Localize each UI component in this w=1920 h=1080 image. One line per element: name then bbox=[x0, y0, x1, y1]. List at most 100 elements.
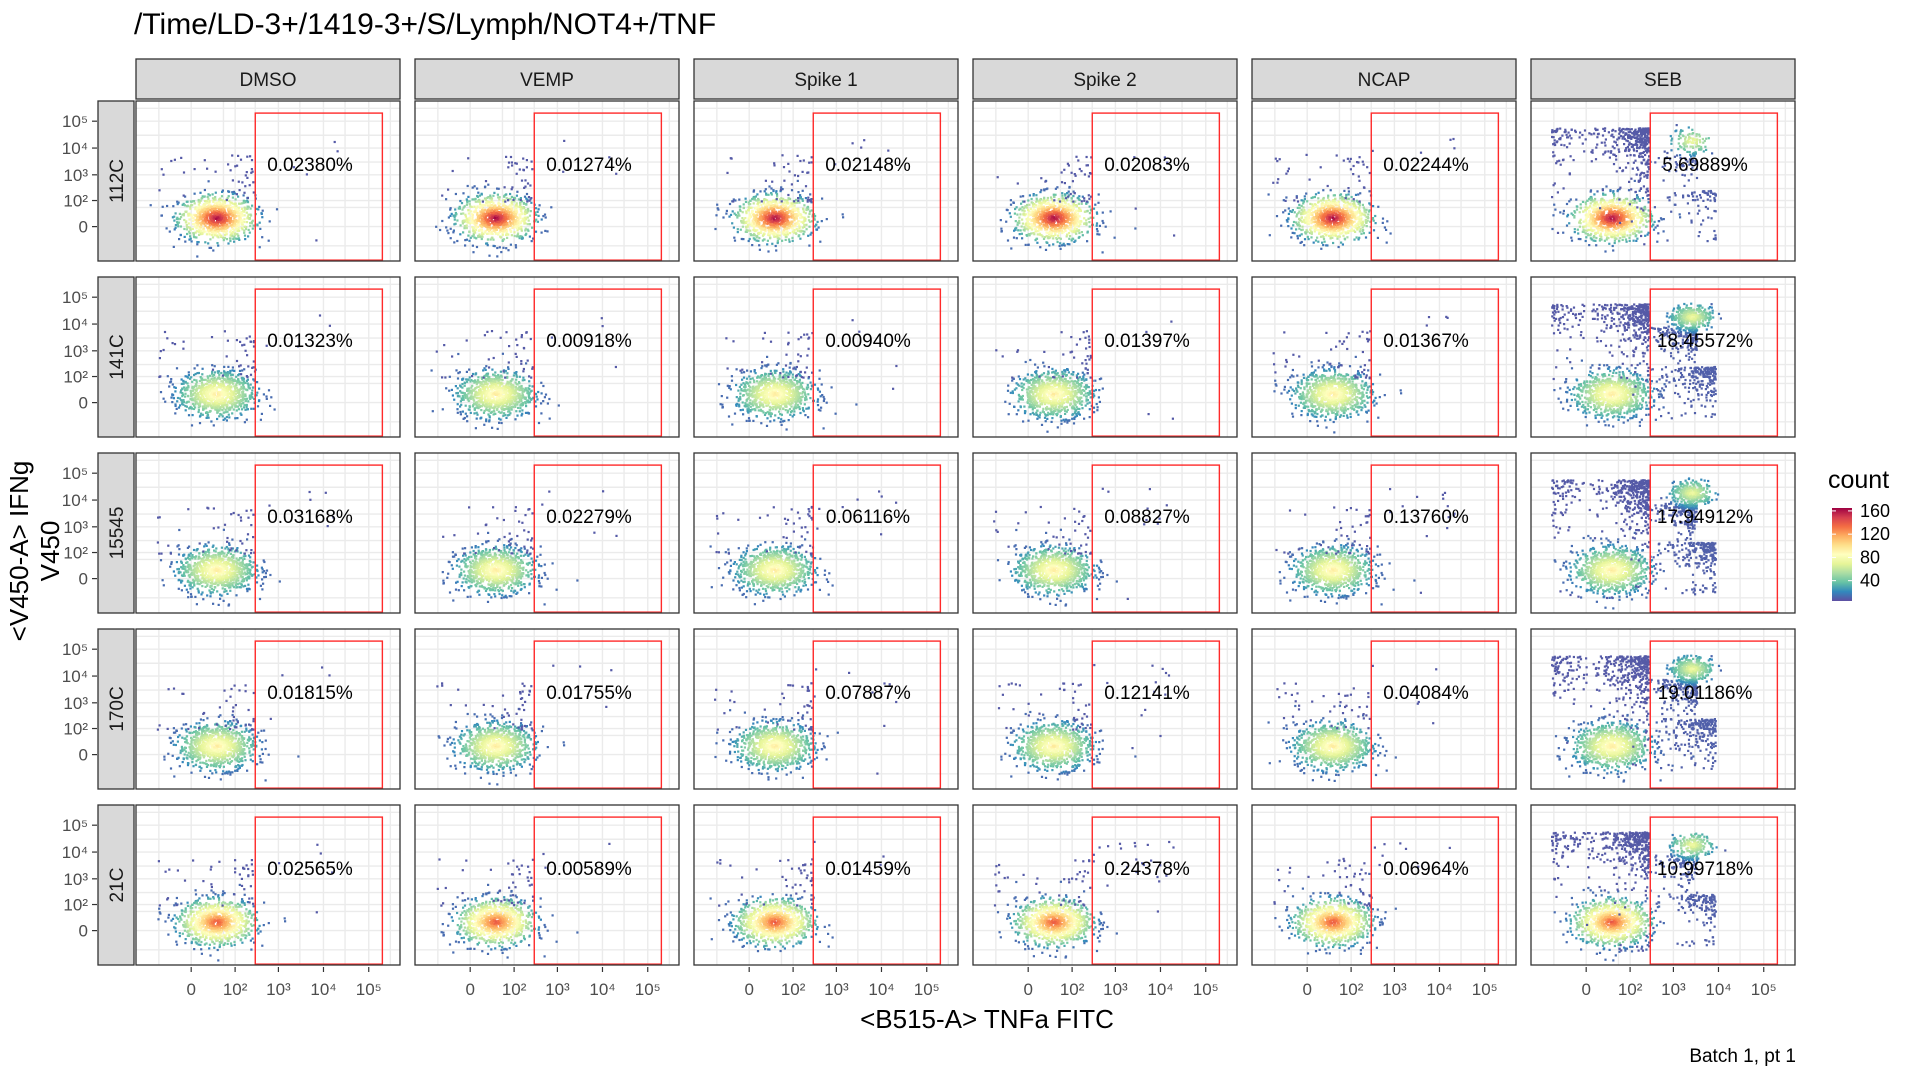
event-point bbox=[467, 196, 469, 198]
event-point bbox=[763, 218, 765, 220]
event-point bbox=[1017, 222, 1019, 224]
event-point bbox=[226, 199, 228, 201]
event-point bbox=[189, 235, 191, 237]
event-point bbox=[816, 229, 818, 231]
event-point bbox=[1040, 227, 1042, 229]
event-point bbox=[1046, 228, 1048, 230]
event-point bbox=[779, 234, 781, 236]
event-point bbox=[507, 199, 509, 201]
event-point bbox=[1094, 204, 1096, 206]
event-point bbox=[1048, 221, 1050, 223]
event-point bbox=[499, 196, 501, 198]
event-point bbox=[752, 210, 754, 212]
event-point bbox=[513, 231, 515, 233]
event-point bbox=[207, 196, 209, 198]
event-point bbox=[497, 224, 499, 226]
event-point bbox=[1031, 198, 1033, 200]
event-point bbox=[520, 213, 522, 215]
event-point bbox=[511, 196, 513, 198]
event-point bbox=[174, 159, 176, 161]
event-point bbox=[1074, 240, 1076, 242]
event-point bbox=[487, 228, 489, 230]
event-point bbox=[241, 222, 243, 224]
event-point bbox=[441, 195, 443, 197]
event-point bbox=[764, 228, 766, 230]
event-point bbox=[481, 220, 483, 222]
event-point bbox=[757, 240, 759, 242]
event-point bbox=[217, 230, 219, 232]
event-point bbox=[196, 255, 198, 257]
event-point bbox=[765, 193, 767, 195]
event-point bbox=[763, 221, 765, 223]
event-point bbox=[795, 232, 797, 234]
event-point bbox=[1064, 193, 1066, 195]
event-point bbox=[462, 222, 464, 224]
event-point bbox=[797, 220, 799, 222]
event-point bbox=[246, 156, 248, 158]
event-point bbox=[788, 170, 790, 172]
event-point bbox=[229, 231, 231, 233]
event-point bbox=[515, 244, 517, 246]
event-point bbox=[775, 216, 777, 218]
event-point bbox=[487, 210, 489, 212]
event-point bbox=[1063, 243, 1065, 245]
row-strip-label: 141C bbox=[107, 334, 128, 379]
event-point bbox=[472, 230, 474, 232]
event-point bbox=[798, 234, 800, 236]
event-point bbox=[522, 207, 524, 209]
event-point bbox=[470, 221, 472, 223]
event-point bbox=[214, 196, 216, 198]
event-point bbox=[1368, 190, 1370, 192]
event-point bbox=[802, 222, 804, 224]
event-point bbox=[477, 205, 479, 207]
event-point bbox=[191, 240, 193, 242]
event-point bbox=[193, 234, 195, 236]
event-point bbox=[1051, 198, 1053, 200]
event-point bbox=[476, 195, 478, 197]
event-point bbox=[160, 215, 162, 217]
event-point bbox=[228, 191, 230, 193]
event-point bbox=[764, 190, 766, 192]
event-point bbox=[764, 212, 766, 214]
event-point bbox=[1078, 210, 1080, 212]
event-point bbox=[204, 218, 206, 220]
event-point bbox=[206, 168, 208, 170]
column-strip-label: SEB bbox=[1644, 70, 1682, 91]
event-point bbox=[500, 217, 502, 219]
event-point bbox=[470, 210, 472, 212]
event-point bbox=[249, 218, 251, 220]
event-point bbox=[1063, 231, 1065, 233]
event-point bbox=[753, 227, 755, 229]
event-point bbox=[208, 226, 210, 228]
event-point bbox=[241, 181, 243, 183]
event-point bbox=[1099, 225, 1101, 227]
event-point bbox=[234, 212, 236, 214]
event-point bbox=[1045, 224, 1047, 226]
event-point bbox=[808, 245, 810, 247]
event-point bbox=[489, 197, 491, 199]
event-point bbox=[218, 211, 220, 213]
event-point bbox=[237, 196, 239, 198]
gate-percentage-label: 0.02380% bbox=[267, 155, 353, 176]
event-point bbox=[471, 206, 473, 208]
event-point bbox=[452, 231, 454, 233]
event-point bbox=[1070, 226, 1072, 228]
event-point bbox=[1096, 228, 1098, 230]
event-point bbox=[1041, 208, 1043, 210]
event-point bbox=[238, 181, 240, 183]
event-point bbox=[453, 241, 455, 243]
event-point bbox=[779, 231, 781, 233]
event-point bbox=[541, 218, 543, 220]
event-point bbox=[1359, 228, 1361, 230]
event-point bbox=[201, 232, 203, 234]
event-point bbox=[502, 230, 504, 232]
event-point bbox=[743, 207, 745, 209]
event-point bbox=[459, 208, 461, 210]
event-point bbox=[504, 186, 506, 188]
event-point bbox=[751, 225, 753, 227]
event-point bbox=[740, 229, 742, 231]
event-point bbox=[535, 231, 537, 233]
event-point bbox=[806, 172, 808, 174]
event-point bbox=[749, 216, 751, 218]
